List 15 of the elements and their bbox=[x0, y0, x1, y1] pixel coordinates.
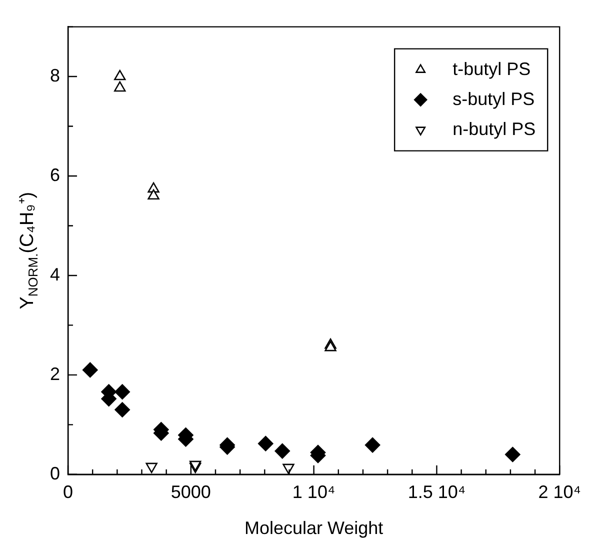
y-tick-label: 8 bbox=[50, 66, 60, 86]
y-tick-label: 2 bbox=[50, 364, 60, 384]
x-tick-label: 1.5 10⁴ bbox=[408, 482, 466, 502]
y-tick-label: 4 bbox=[50, 264, 60, 284]
x-tick-label: 0 bbox=[63, 482, 74, 502]
y-tick-label: 6 bbox=[50, 164, 60, 185]
legend-label: n-butyl PS bbox=[452, 118, 536, 139]
y-axis-title: YNORM.(C₄H₉⁺) bbox=[17, 192, 41, 310]
x-tick-label: 2 10⁴ bbox=[538, 482, 582, 502]
legend-label: t-butyl PS bbox=[452, 58, 531, 79]
y-tick-label: 0 bbox=[50, 463, 60, 484]
legend-label: s-butyl PS bbox=[452, 88, 535, 109]
x-tick-label: 5000 bbox=[170, 482, 211, 502]
x-tick-label: 1 10⁴ bbox=[292, 482, 336, 502]
x-axis-title: Molecular Weight bbox=[244, 518, 384, 538]
